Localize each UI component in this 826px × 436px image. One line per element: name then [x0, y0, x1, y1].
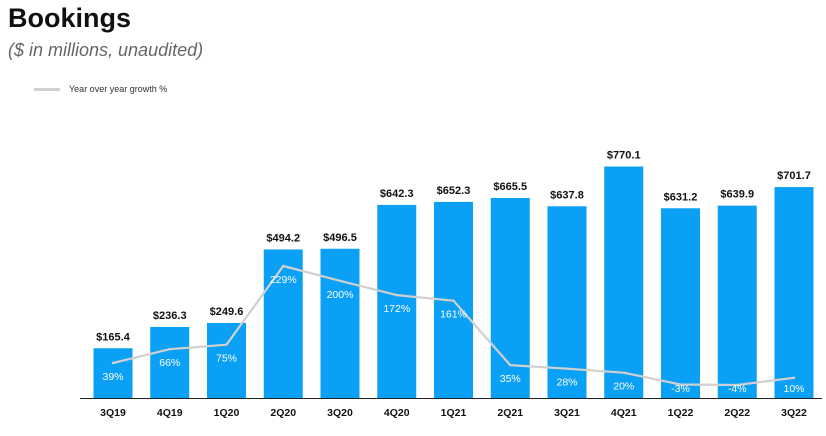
bar-value-label: $770.1: [607, 150, 641, 162]
x-tick-label: 4Q21: [611, 407, 637, 419]
bar-3q21: [547, 206, 587, 398]
growth-value-label: 75%: [216, 353, 237, 365]
x-tick-label: 4Q19: [157, 407, 183, 419]
bar-4q21: [604, 166, 644, 398]
growth-value-label: 39%: [102, 371, 123, 383]
growth-point-2q20: [282, 264, 285, 268]
growth-value-label: 28%: [556, 377, 577, 389]
growth-point-1q20: [225, 343, 228, 346]
chart-title: Bookings: [8, 3, 132, 33]
growth-point-3q19: [111, 361, 115, 365]
x-tick-label: 3Q19: [100, 407, 126, 419]
growth-point-1q22: [679, 383, 682, 386]
growth-point-3q22: [792, 376, 796, 379]
bar-2q22: [717, 205, 757, 398]
bar-1q20: [207, 322, 246, 398]
growth-value-label: 172%: [383, 303, 410, 315]
growth-value-label: 10%: [783, 383, 804, 395]
growth-point-2q21: [509, 363, 512, 367]
bar-value-label: $642.3: [380, 188, 414, 200]
bar-value-label: $639.9: [720, 189, 754, 201]
bar-value-label: $652.3: [437, 185, 471, 197]
growth-point-2q22: [736, 383, 739, 387]
legend: Year over year growth %: [34, 82, 167, 96]
bar-3q22: [774, 187, 814, 398]
x-tick-label: 2Q21: [497, 407, 523, 419]
x-tick-label: 3Q20: [327, 407, 353, 419]
bar-value-label: $494.2: [266, 232, 300, 244]
bar-2q20: [263, 249, 303, 398]
growth-value-label: 161%: [440, 309, 467, 321]
growth-point-3q20: [338, 279, 342, 282]
growth-point-4q19: [168, 348, 171, 351]
x-tick-label: 1Q20: [214, 407, 240, 419]
growth-value-label: 35%: [500, 373, 521, 385]
bar-3q19: [93, 348, 133, 398]
growth-value-label: 229%: [270, 274, 297, 286]
bar-value-label: $701.7: [777, 170, 811, 182]
bar-value-label: $637.8: [550, 189, 584, 201]
x-tick-label: 1Q22: [668, 407, 694, 419]
x-tick-label: 2Q22: [724, 407, 750, 419]
bar-4q20: [377, 204, 417, 398]
bar-1q22: [661, 208, 700, 398]
bar-value-label: $631.2: [664, 191, 698, 203]
x-tick-label: 4Q20: [384, 407, 410, 419]
x-tick-label: 1Q21: [441, 407, 467, 419]
growth-value-label: 20%: [613, 381, 634, 393]
x-tick-label: 3Q22: [781, 407, 807, 419]
growth-point-4q21: [622, 371, 625, 374]
growth-value-label: 66%: [159, 357, 180, 369]
legend-line-swatch: [34, 87, 60, 91]
legend-label-growth: Year over year growth %: [69, 84, 168, 94]
x-tick-label: 3Q21: [554, 407, 580, 419]
growth-point-1q21: [452, 299, 455, 302]
bar-value-label: $165.4: [96, 331, 131, 343]
bar-value-label: $496.5: [323, 232, 357, 244]
bar-4q19: [150, 326, 190, 398]
chart-subtitle: ($ in millions, unaudited): [8, 40, 204, 60]
bar-value-label: $236.3: [153, 310, 187, 322]
growth-point-3q21: [565, 367, 569, 370]
growth-point-4q20: [395, 293, 398, 297]
bar-2q21: [490, 197, 530, 398]
x-tick-label: 2Q20: [270, 407, 296, 419]
bar-value-label: $665.5: [493, 181, 527, 193]
growth-value-label: 200%: [327, 289, 354, 301]
bar-3q20: [320, 248, 360, 398]
bar-value-label: $249.6: [210, 306, 244, 318]
growth-value-label: -3%: [671, 383, 690, 395]
growth-value-label: -4%: [728, 383, 747, 395]
